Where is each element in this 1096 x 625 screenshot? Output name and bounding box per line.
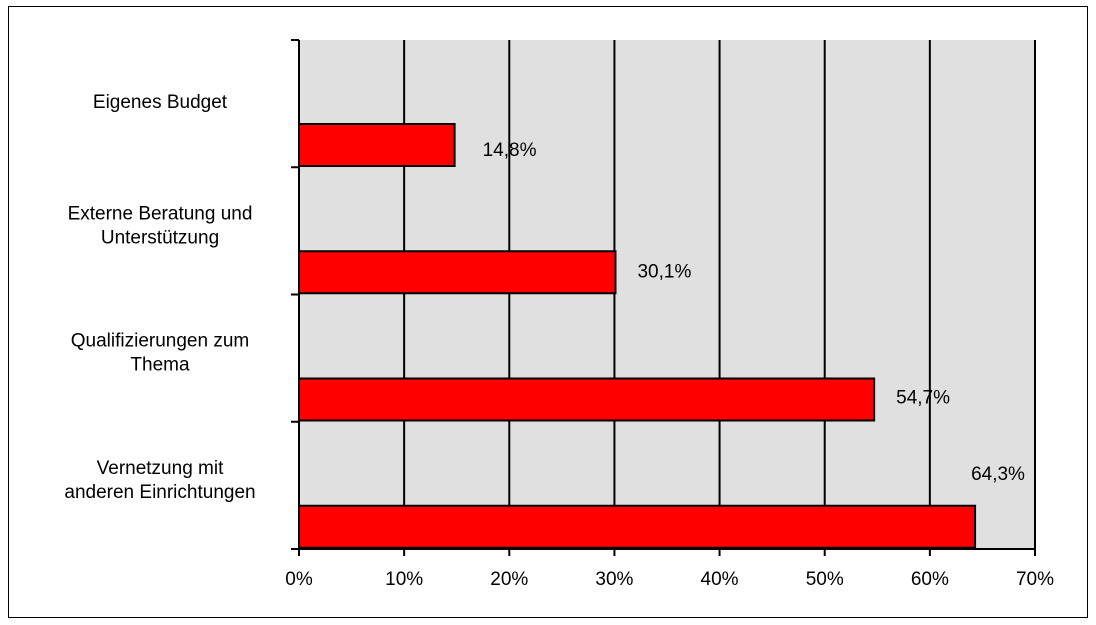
- category-label: Vernetzung mit: [97, 458, 224, 479]
- x-tick-label: 40%: [701, 569, 739, 590]
- data-label: 14,8%: [483, 140, 537, 161]
- x-tick-label: 60%: [911, 569, 949, 590]
- x-tick-label: 10%: [385, 569, 423, 590]
- bar-3: [298, 377, 876, 422]
- plot-area: [299, 40, 1035, 549]
- x-tick-label: 30%: [595, 569, 633, 590]
- bar-4: [298, 504, 977, 549]
- data-label: 30,1%: [637, 261, 691, 282]
- x-tick-label: 70%: [1016, 569, 1054, 590]
- category-label: Unterstützung: [101, 227, 219, 248]
- category-label: Eigenes Budget: [93, 92, 228, 113]
- category-label: Externe Beratung und: [68, 203, 253, 224]
- category-label: anderen Einrichtungen: [64, 482, 255, 503]
- x-tick-label: 50%: [806, 569, 844, 590]
- bar-1: [298, 123, 456, 167]
- data-label: 64,3%: [971, 464, 1025, 485]
- category-label: Qualifizierungen zum: [71, 331, 249, 352]
- data-label: 54,7%: [896, 388, 950, 409]
- bar-2: [298, 250, 617, 295]
- category-label: Thema: [130, 355, 190, 376]
- x-tick-label: 20%: [490, 569, 528, 590]
- x-tick-label: 0%: [285, 569, 313, 590]
